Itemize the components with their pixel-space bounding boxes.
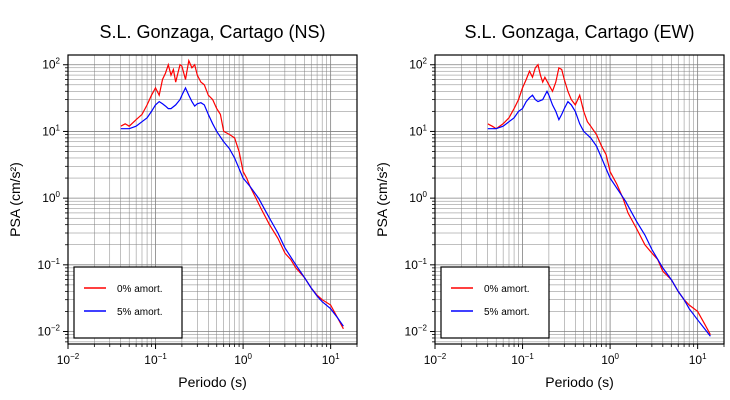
y-axis-label: PSA (cm/s²) [374, 162, 390, 237]
legend: 0% amort. 5% amort. [73, 266, 183, 339]
y-tick-label: 10−2 [405, 324, 428, 339]
legend-label: 0% amort. [484, 284, 530, 295]
grid [434, 55, 725, 344]
panel-ns: 10−2 10−1 100 101 10−2 10−1 100 101 102 S.L. Gonz… [7, 22, 358, 390]
chart-title: S.L. Gonzaga, Cartago (NS) [99, 22, 325, 42]
legend-box [440, 266, 550, 339]
series-line-amort-5 [120, 86, 344, 327]
x-tick-label: 10−2 [424, 352, 447, 367]
series-line-amort-0 [120, 58, 344, 330]
x-tick-label: 101 [322, 352, 340, 367]
legend-label: 0% amort. [117, 284, 163, 295]
y-tick-label: 10−2 [38, 324, 61, 339]
y-tick-label: 10−1 [405, 257, 428, 272]
y-tick-label: 102 [42, 57, 60, 72]
legend: 0% amort. 5% amort. [440, 266, 550, 339]
x-tick-label: 100 [234, 352, 252, 367]
y-tick-label: 100 [409, 190, 427, 205]
x-tick-label: 10−2 [57, 352, 80, 367]
y-tick-label: 101 [409, 123, 427, 138]
x-tick-label: 10−1 [144, 352, 167, 367]
legend-box [73, 266, 183, 339]
x-axis-label: Periodo (s) [178, 374, 246, 390]
y-tick-label: 10−1 [38, 257, 61, 272]
chart-title: S.L. Gonzaga, Cartago (EW) [464, 22, 694, 42]
panel-ew: 10−2 10−1 100 101 10−2 10−1 100 101 102 S.L. Gonz… [374, 22, 725, 390]
x-tick-label: 101 [689, 352, 707, 367]
legend-label: 5% amort. [117, 307, 163, 318]
legend-label: 5% amort. [484, 307, 530, 318]
plot-frame [434, 54, 725, 345]
x-tick-label: 10−1 [511, 352, 534, 367]
y-tick-label: 101 [42, 123, 60, 138]
series-line-amort-5 [487, 89, 711, 337]
x-axis-label: Periodo (s) [545, 374, 613, 390]
y-tick-label: 102 [409, 57, 427, 72]
y-tick-label: 100 [42, 190, 60, 205]
y-axis-label: PSA (cm/s²) [7, 162, 23, 237]
plot-frame [67, 54, 358, 345]
x-tick-label: 100 [601, 352, 619, 367]
